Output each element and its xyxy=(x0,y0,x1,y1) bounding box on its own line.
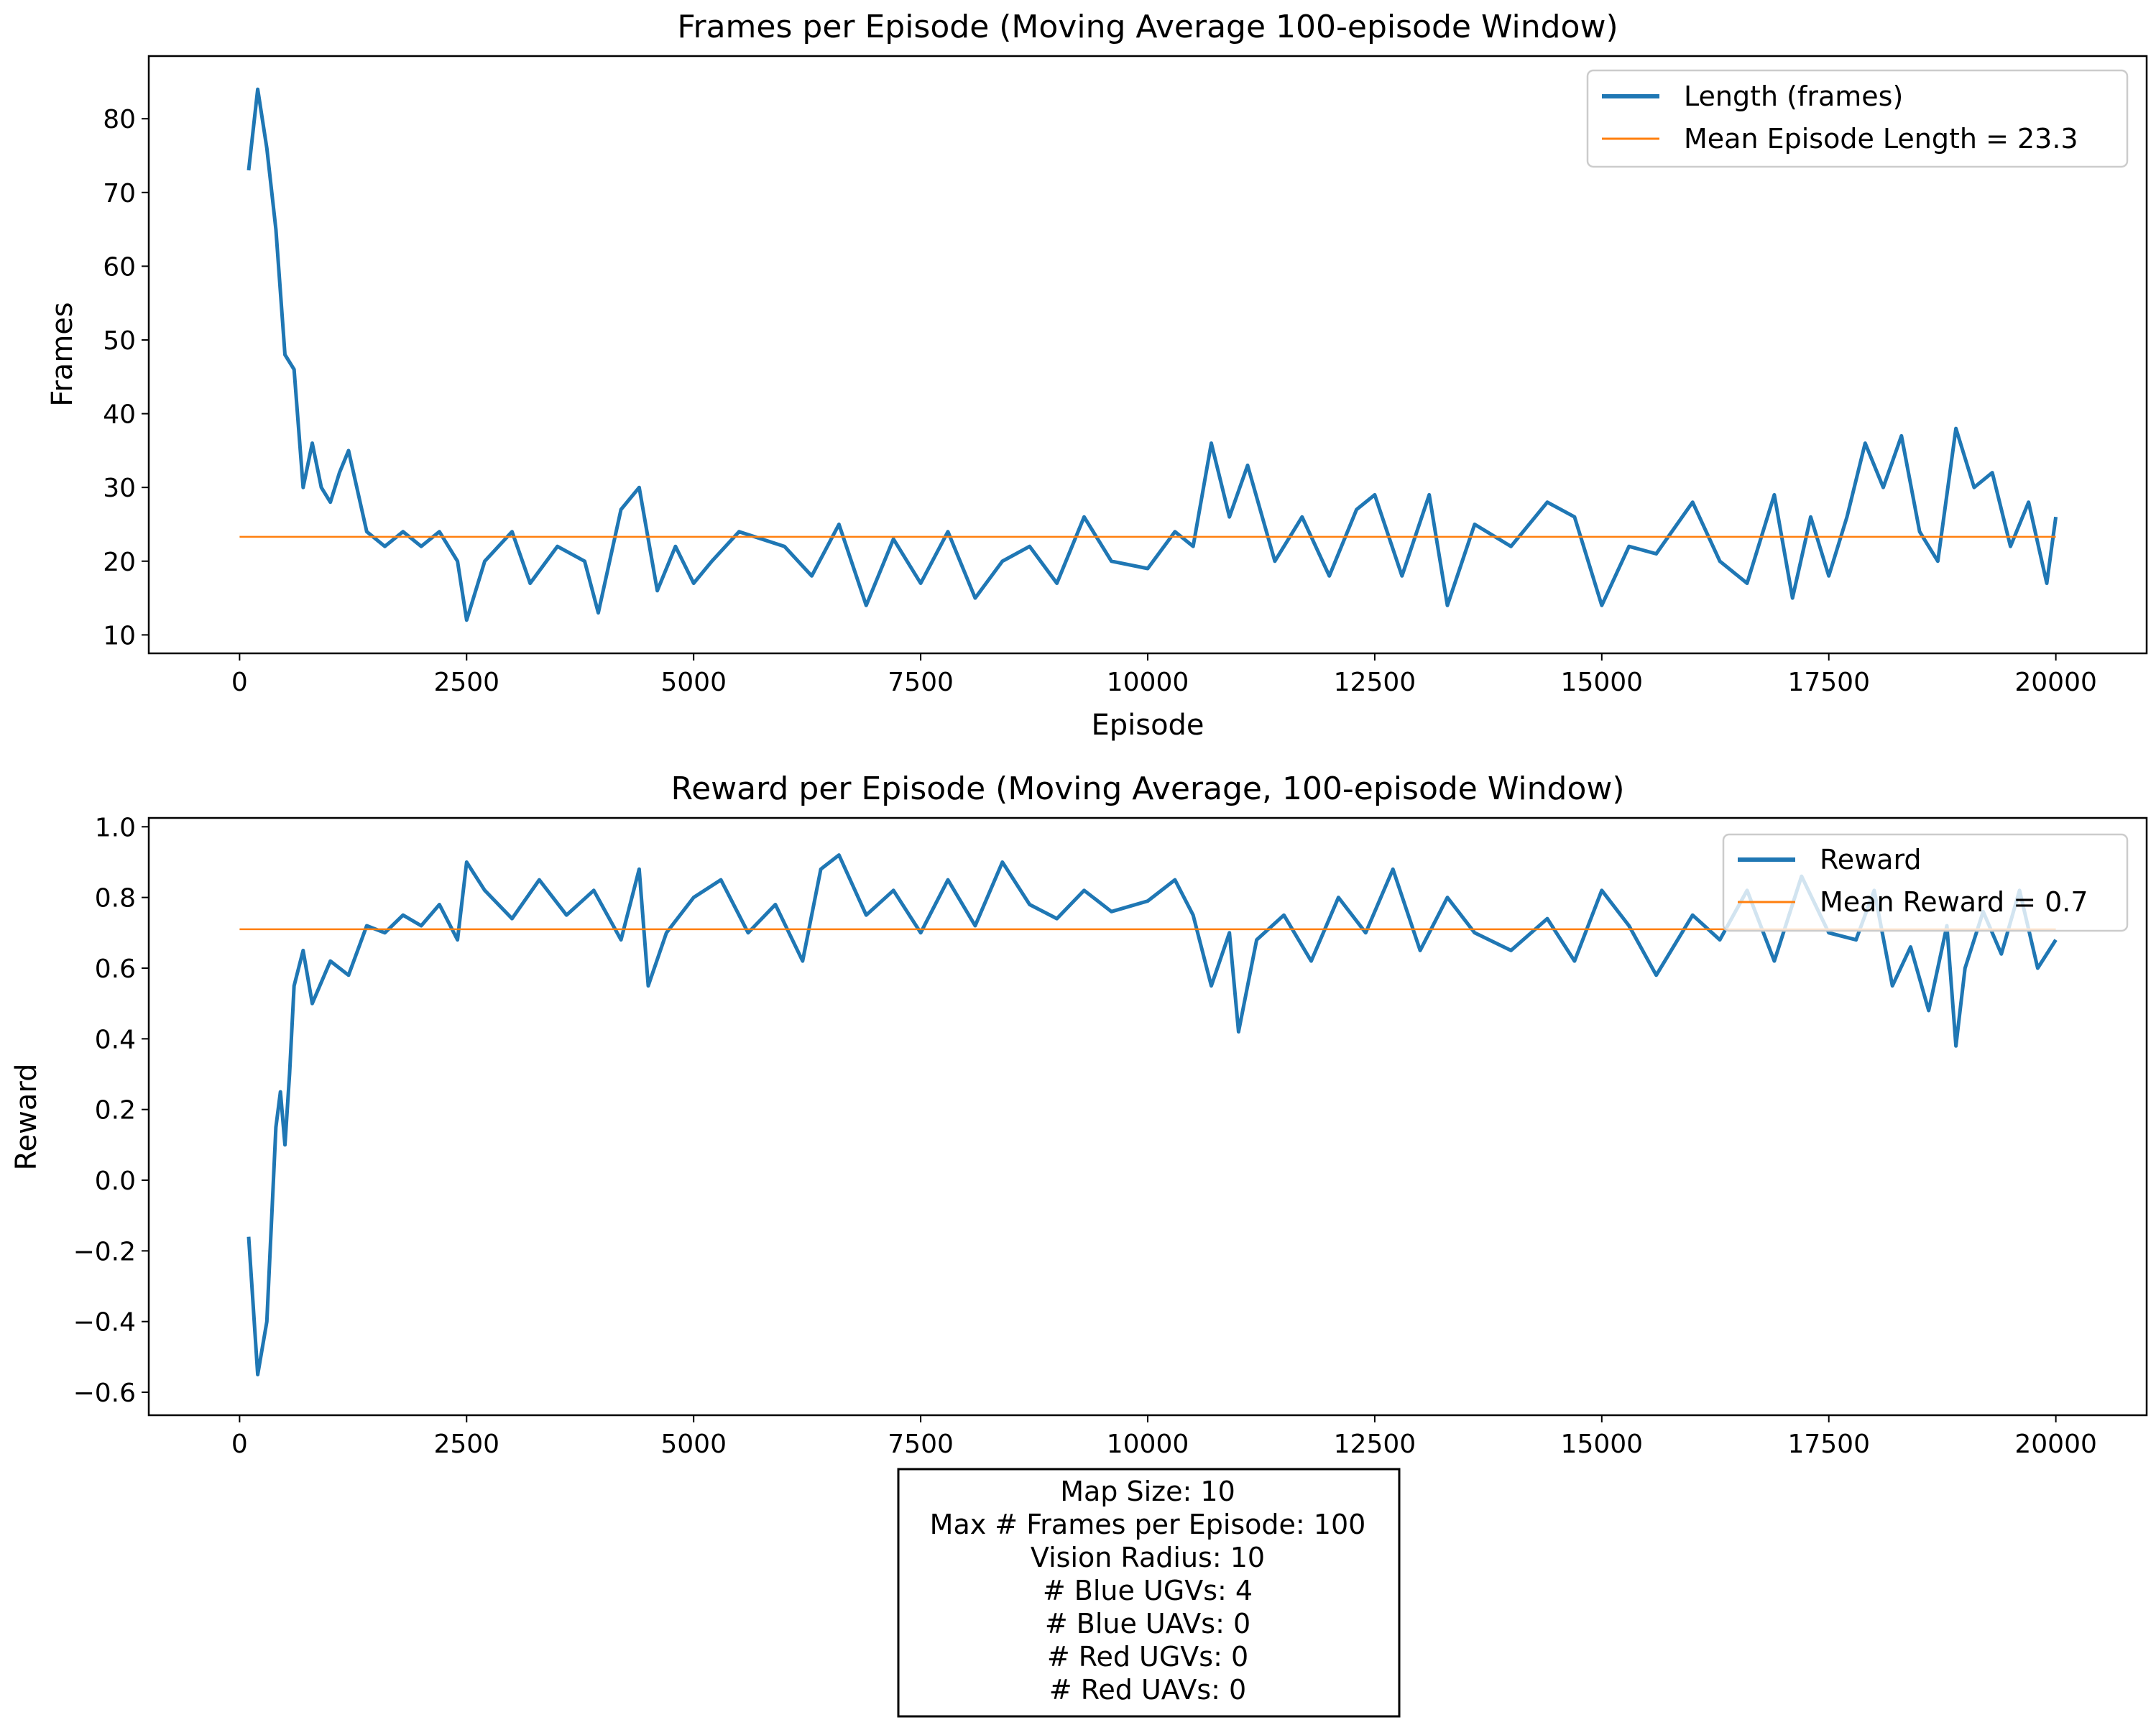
info-line: Map Size: 10 xyxy=(1060,1476,1235,1507)
frames-x-tick-label: 15000 xyxy=(1561,668,1644,697)
reward-chart-x-ticks: 0 2500 5000 7500 10000 12500 15000 17500 20000 xyxy=(231,1415,2097,1459)
frames-y-tick-label: 70 xyxy=(103,179,136,208)
frames-x-tick-label: 12500 xyxy=(1334,668,1416,697)
info-line: # Blue UAVs: 0 xyxy=(1045,1608,1250,1639)
reward-chart-y-ticks: −0.6 −0.4 −0.2 0.0 0.2 0.4 0.6 0.8 1.0 xyxy=(73,813,149,1408)
reward-chart: Reward per Episode (Moving Average, 100-… xyxy=(10,770,2148,1459)
info-line: # Blue UGVs: 4 xyxy=(1043,1575,1253,1606)
frames-y-tick-label: 60 xyxy=(103,252,136,282)
frames-chart-x-axis-label: Episode xyxy=(1091,709,1204,742)
reward-x-tick-label: 7500 xyxy=(888,1430,954,1459)
reward-x-tick-label: 12500 xyxy=(1334,1430,1416,1459)
frames-chart: Frames per Episode (Moving Average 100-e… xyxy=(46,9,2148,742)
reward-y-tick-label: 0.8 xyxy=(95,884,136,914)
info-line: # Red UGVs: 0 xyxy=(1047,1641,1248,1673)
reward-y-tick-label: −0.2 xyxy=(73,1237,136,1266)
frames-y-tick-label: 40 xyxy=(103,400,136,430)
frames-chart-y-axis-label: Frames xyxy=(46,302,79,406)
frames-y-tick-label: 10 xyxy=(103,621,136,650)
frames-x-tick-label: 5000 xyxy=(660,668,727,697)
reward-legend-label-mean: Mean Reward = 0.7 xyxy=(1820,886,2088,918)
frames-legend-box xyxy=(1586,69,2129,168)
info-line: # Red UAVs: 0 xyxy=(1049,1674,1246,1706)
info-line: Max # Frames per Episode: 100 xyxy=(930,1509,1366,1540)
frames-y-tick-label: 50 xyxy=(103,326,136,356)
frames-y-tick-label: 80 xyxy=(103,105,136,134)
frames-x-tick-label: 20000 xyxy=(2014,668,2097,697)
frames-legend-label-mean: Mean Episode Length = 23.3 xyxy=(1684,123,2078,155)
parameters-info-box: Map Size: 10 Max # Frames per Episode: 1… xyxy=(897,1468,1401,1718)
frames-chart-x-ticks: 0 2500 5000 7500 10000 12500 15000 17500 20000 xyxy=(231,653,2097,697)
reward-x-tick-label: 0 xyxy=(231,1430,248,1459)
info-line: Vision Radius: 10 xyxy=(1031,1542,1265,1573)
reward-x-tick-label: 15000 xyxy=(1561,1430,1644,1459)
frames-x-tick-label: 7500 xyxy=(888,668,954,697)
reward-x-tick-label: 10000 xyxy=(1107,1430,1189,1459)
reward-y-tick-label: 0.2 xyxy=(95,1096,136,1126)
reward-legend-box xyxy=(1722,833,2129,932)
frames-y-tick-label: 20 xyxy=(103,548,136,577)
frames-y-tick-label: 30 xyxy=(103,474,136,503)
reward-chart-title: Reward per Episode (Moving Average, 100-… xyxy=(671,770,1624,807)
frames-x-tick-label: 10000 xyxy=(1107,668,1189,697)
frames-x-tick-label: 2500 xyxy=(433,668,499,697)
reward-x-tick-label: 5000 xyxy=(660,1430,727,1459)
info-box-border xyxy=(897,1468,1401,1718)
reward-chart-legend: Reward Mean Reward = 0.7 xyxy=(1722,833,2129,932)
frames-x-tick-label: 17500 xyxy=(1787,668,1870,697)
frames-x-tick-label: 0 xyxy=(231,668,248,697)
frames-chart-legend: Length (frames) Mean Episode Length = 23… xyxy=(1586,69,2129,168)
reward-y-tick-label: −0.6 xyxy=(73,1379,136,1408)
frames-chart-title: Frames per Episode (Moving Average 100-e… xyxy=(677,9,1618,45)
reward-legend-label-reward: Reward xyxy=(1820,844,1922,875)
frames-legend-label-length: Length (frames) xyxy=(1684,80,1903,112)
reward-x-tick-label: 20000 xyxy=(2014,1430,2097,1459)
reward-x-tick-label: 2500 xyxy=(433,1430,499,1459)
reward-y-tick-label: 1.0 xyxy=(95,813,136,842)
reward-y-tick-label: 0.0 xyxy=(95,1167,136,1196)
reward-chart-y-axis-label: Reward xyxy=(10,1064,43,1171)
reward-x-tick-label: 17500 xyxy=(1787,1430,1870,1459)
reward-y-tick-label: −0.4 xyxy=(73,1308,136,1338)
reward-y-tick-label: 0.6 xyxy=(95,954,136,984)
frames-chart-lines xyxy=(239,87,2058,622)
reward-y-tick-label: 0.4 xyxy=(95,1025,136,1054)
frames-chart-y-ticks: 10 20 30 40 50 60 70 80 xyxy=(103,105,149,650)
frames-series-main-line xyxy=(247,87,2058,622)
